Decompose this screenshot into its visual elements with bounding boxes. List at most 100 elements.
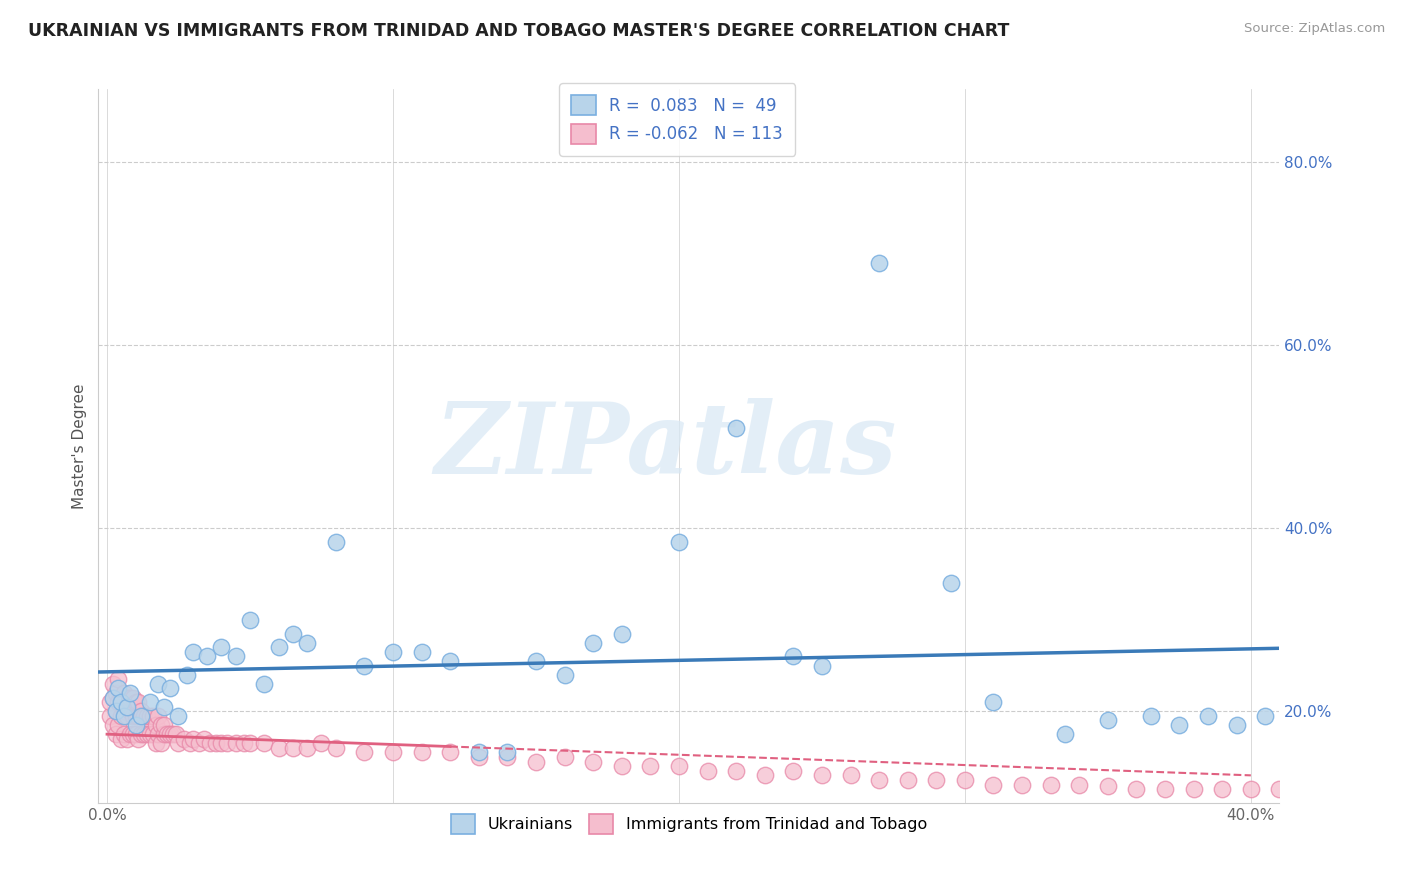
Point bbox=[640, 759, 662, 773]
Point bbox=[782, 764, 804, 778]
Point bbox=[253, 677, 276, 691]
Point bbox=[725, 420, 748, 434]
Point bbox=[953, 772, 976, 787]
Point bbox=[148, 727, 170, 741]
Point bbox=[104, 704, 127, 718]
Point bbox=[411, 645, 433, 659]
Point bbox=[101, 718, 124, 732]
Point bbox=[115, 699, 138, 714]
Point bbox=[127, 695, 149, 709]
Y-axis label: Master's Degree: Master's Degree bbox=[72, 384, 87, 508]
Point bbox=[983, 777, 1005, 791]
Point bbox=[176, 667, 198, 681]
Point bbox=[139, 695, 162, 709]
Point bbox=[145, 718, 167, 732]
Point bbox=[1268, 782, 1291, 797]
Point bbox=[181, 645, 204, 659]
Point bbox=[897, 772, 920, 787]
Point bbox=[115, 690, 138, 705]
Point bbox=[131, 704, 153, 718]
Point bbox=[107, 673, 129, 687]
Point bbox=[127, 709, 149, 723]
Point bbox=[610, 759, 633, 773]
Point bbox=[118, 686, 141, 700]
Point bbox=[610, 626, 633, 640]
Point bbox=[1211, 782, 1233, 797]
Point bbox=[209, 640, 232, 655]
Point bbox=[139, 709, 162, 723]
Point bbox=[136, 727, 159, 741]
Point bbox=[381, 746, 404, 760]
Point bbox=[167, 709, 190, 723]
Point bbox=[1069, 777, 1091, 791]
Point bbox=[98, 695, 121, 709]
Point bbox=[104, 704, 127, 718]
Point bbox=[118, 704, 141, 718]
Point bbox=[1326, 782, 1348, 797]
Point bbox=[754, 768, 776, 782]
Point bbox=[524, 654, 547, 668]
Point bbox=[193, 731, 215, 746]
Point bbox=[195, 649, 218, 664]
Point bbox=[110, 690, 132, 705]
Point bbox=[142, 727, 165, 741]
Legend: Ukrainians, Immigrants from Trinidad and Tobago: Ukrainians, Immigrants from Trinidad and… bbox=[440, 803, 938, 845]
Point bbox=[124, 718, 146, 732]
Point bbox=[162, 727, 184, 741]
Text: UKRAINIAN VS IMMIGRANTS FROM TRINIDAD AND TOBAGO MASTER'S DEGREE CORRELATION CHA: UKRAINIAN VS IMMIGRANTS FROM TRINIDAD AN… bbox=[28, 22, 1010, 40]
Point bbox=[439, 746, 461, 760]
Point bbox=[1254, 709, 1277, 723]
Point bbox=[104, 727, 127, 741]
Point bbox=[1168, 718, 1191, 732]
Point bbox=[124, 727, 146, 741]
Point bbox=[225, 649, 247, 664]
Point bbox=[353, 658, 375, 673]
Point bbox=[112, 727, 135, 741]
Point bbox=[121, 690, 143, 705]
Point bbox=[101, 690, 124, 705]
Text: Source: ZipAtlas.com: Source: ZipAtlas.com bbox=[1244, 22, 1385, 36]
Point bbox=[1053, 727, 1076, 741]
Point bbox=[142, 709, 165, 723]
Point bbox=[118, 690, 141, 705]
Point bbox=[150, 736, 173, 750]
Point bbox=[124, 695, 146, 709]
Point bbox=[1354, 782, 1376, 797]
Point bbox=[1225, 718, 1247, 732]
Point bbox=[156, 727, 179, 741]
Point bbox=[204, 736, 226, 750]
Point bbox=[233, 736, 256, 750]
Point bbox=[782, 649, 804, 664]
Point bbox=[1139, 709, 1161, 723]
Point bbox=[939, 576, 962, 591]
Point bbox=[209, 736, 232, 750]
Point bbox=[112, 686, 135, 700]
Point bbox=[439, 654, 461, 668]
Point bbox=[148, 677, 170, 691]
Point bbox=[983, 695, 1005, 709]
Point bbox=[725, 764, 748, 778]
Point bbox=[104, 686, 127, 700]
Point bbox=[124, 709, 146, 723]
Point bbox=[496, 746, 519, 760]
Point bbox=[1039, 777, 1062, 791]
Point bbox=[868, 772, 890, 787]
Point bbox=[325, 740, 347, 755]
Point bbox=[839, 768, 862, 782]
Point bbox=[582, 636, 605, 650]
Point bbox=[153, 699, 176, 714]
Point bbox=[159, 727, 181, 741]
Point bbox=[131, 709, 153, 723]
Point bbox=[1240, 782, 1263, 797]
Point bbox=[101, 690, 124, 705]
Point bbox=[696, 764, 718, 778]
Point bbox=[468, 750, 491, 764]
Text: ZIPatlas: ZIPatlas bbox=[434, 398, 897, 494]
Point bbox=[110, 709, 132, 723]
Point bbox=[110, 731, 132, 746]
Point bbox=[217, 736, 239, 750]
Point bbox=[353, 746, 375, 760]
Point bbox=[110, 695, 132, 709]
Point bbox=[295, 636, 318, 650]
Point bbox=[554, 750, 576, 764]
